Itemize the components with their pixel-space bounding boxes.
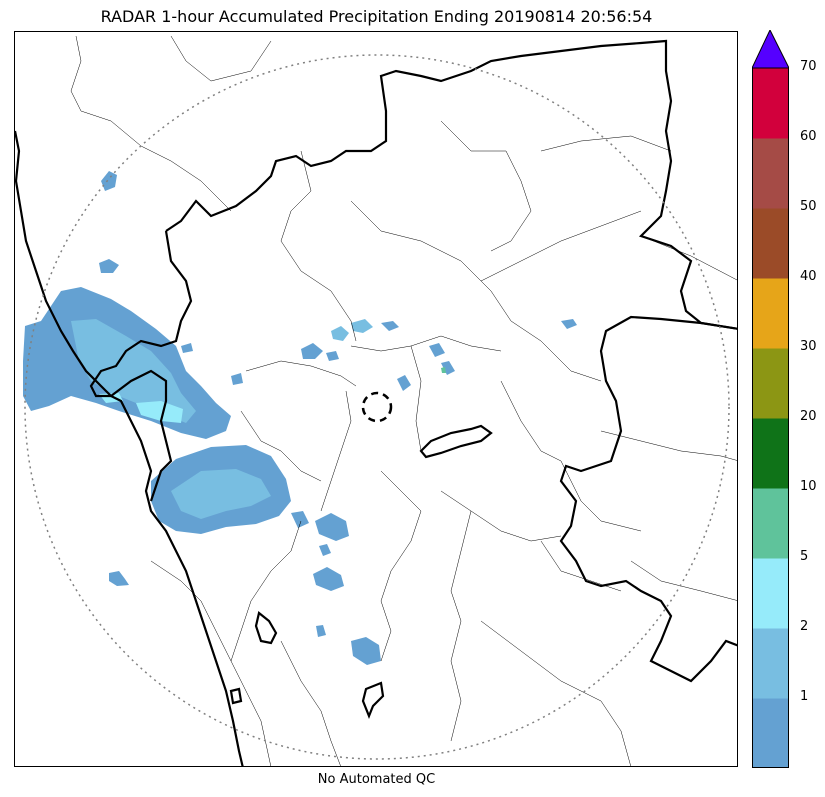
radar-map bbox=[14, 31, 738, 767]
island-3 bbox=[229, 687, 243, 705]
precip-cell-20 bbox=[326, 351, 339, 361]
colorbar-extend-arrow bbox=[752, 30, 789, 69]
precip-cell-10 bbox=[397, 375, 411, 391]
precip-cell-17 bbox=[429, 343, 445, 357]
colorbar-tick-label: 60 bbox=[800, 129, 817, 144]
precip-cell-8 bbox=[319, 544, 331, 556]
precip-west-core bbox=[136, 401, 183, 423]
colorbar-tick-label: 70 bbox=[800, 59, 817, 74]
precip-cell-3 bbox=[313, 567, 344, 591]
precip-cell-1 bbox=[315, 513, 349, 541]
colorbar-tick-label: 50 bbox=[800, 199, 817, 214]
precipitation-colorbar bbox=[752, 30, 789, 768]
precip-cell-14 bbox=[331, 326, 349, 341]
colorbar-outline bbox=[752, 67, 789, 768]
colorbar-segment bbox=[752, 628, 789, 699]
colorbar-segments bbox=[752, 68, 789, 768]
coastline bbox=[15, 130, 244, 766]
precipitation-echoes bbox=[23, 171, 577, 665]
island-1 bbox=[254, 611, 278, 645]
range-ring bbox=[24, 54, 730, 760]
colorbar-segment bbox=[752, 488, 789, 559]
precip-south-cluster-mid bbox=[171, 469, 271, 519]
colorbar-segment bbox=[752, 418, 789, 489]
colorbar-tick-label: 2 bbox=[800, 619, 809, 634]
precip-cell-21 bbox=[181, 343, 193, 353]
colorbar-tick-label: 10 bbox=[800, 479, 817, 494]
precip-cell-18 bbox=[441, 361, 455, 375]
district-boundaries bbox=[70, 35, 737, 766]
colorbar-segment bbox=[752, 278, 789, 349]
state-border-west-inner bbox=[89, 230, 193, 502]
precip-cell-2 bbox=[291, 511, 309, 528]
state-border-east bbox=[559, 315, 737, 683]
colorbar-segment bbox=[752, 558, 789, 629]
map-title: RADAR 1-hour Accumulated Precipitation E… bbox=[100, 7, 653, 26]
precip-cell-5 bbox=[109, 571, 129, 586]
colorbar-tick-label: 20 bbox=[800, 409, 817, 424]
precip-cell-16 bbox=[381, 321, 399, 331]
precip-cell-9 bbox=[316, 625, 326, 637]
precip-cell-11 bbox=[561, 319, 577, 329]
colorbar-segment bbox=[752, 698, 789, 768]
colorbar-segment bbox=[752, 208, 789, 279]
precip-cell-19 bbox=[441, 367, 446, 373]
precip-cell-13 bbox=[301, 343, 323, 359]
colorbar-segment bbox=[752, 348, 789, 419]
state-border-north bbox=[165, 39, 737, 330]
state-border-enclave bbox=[419, 424, 493, 459]
state-boundaries bbox=[15, 39, 737, 766]
colorbar-tick-label: 1 bbox=[800, 689, 809, 704]
precip-west-cluster-mid bbox=[71, 319, 196, 423]
colorbar-tick-label: 5 bbox=[800, 549, 809, 564]
colorbar-tick-label: 40 bbox=[800, 269, 817, 284]
map-svg bbox=[15, 35, 737, 766]
colorbar-segment bbox=[752, 68, 789, 139]
colorbar-segment bbox=[752, 138, 789, 209]
qc-footer: No Automated QC bbox=[317, 772, 436, 787]
precip-cell-4 bbox=[351, 637, 381, 665]
island-2 bbox=[361, 681, 385, 719]
precip-cell-7 bbox=[99, 259, 119, 273]
precip-cell-6 bbox=[101, 171, 117, 191]
precip-cell-12 bbox=[231, 373, 243, 385]
colorbar-tick-label: 30 bbox=[800, 339, 817, 354]
precip-cell-15 bbox=[351, 319, 373, 333]
radar-location-marker bbox=[361, 391, 393, 423]
